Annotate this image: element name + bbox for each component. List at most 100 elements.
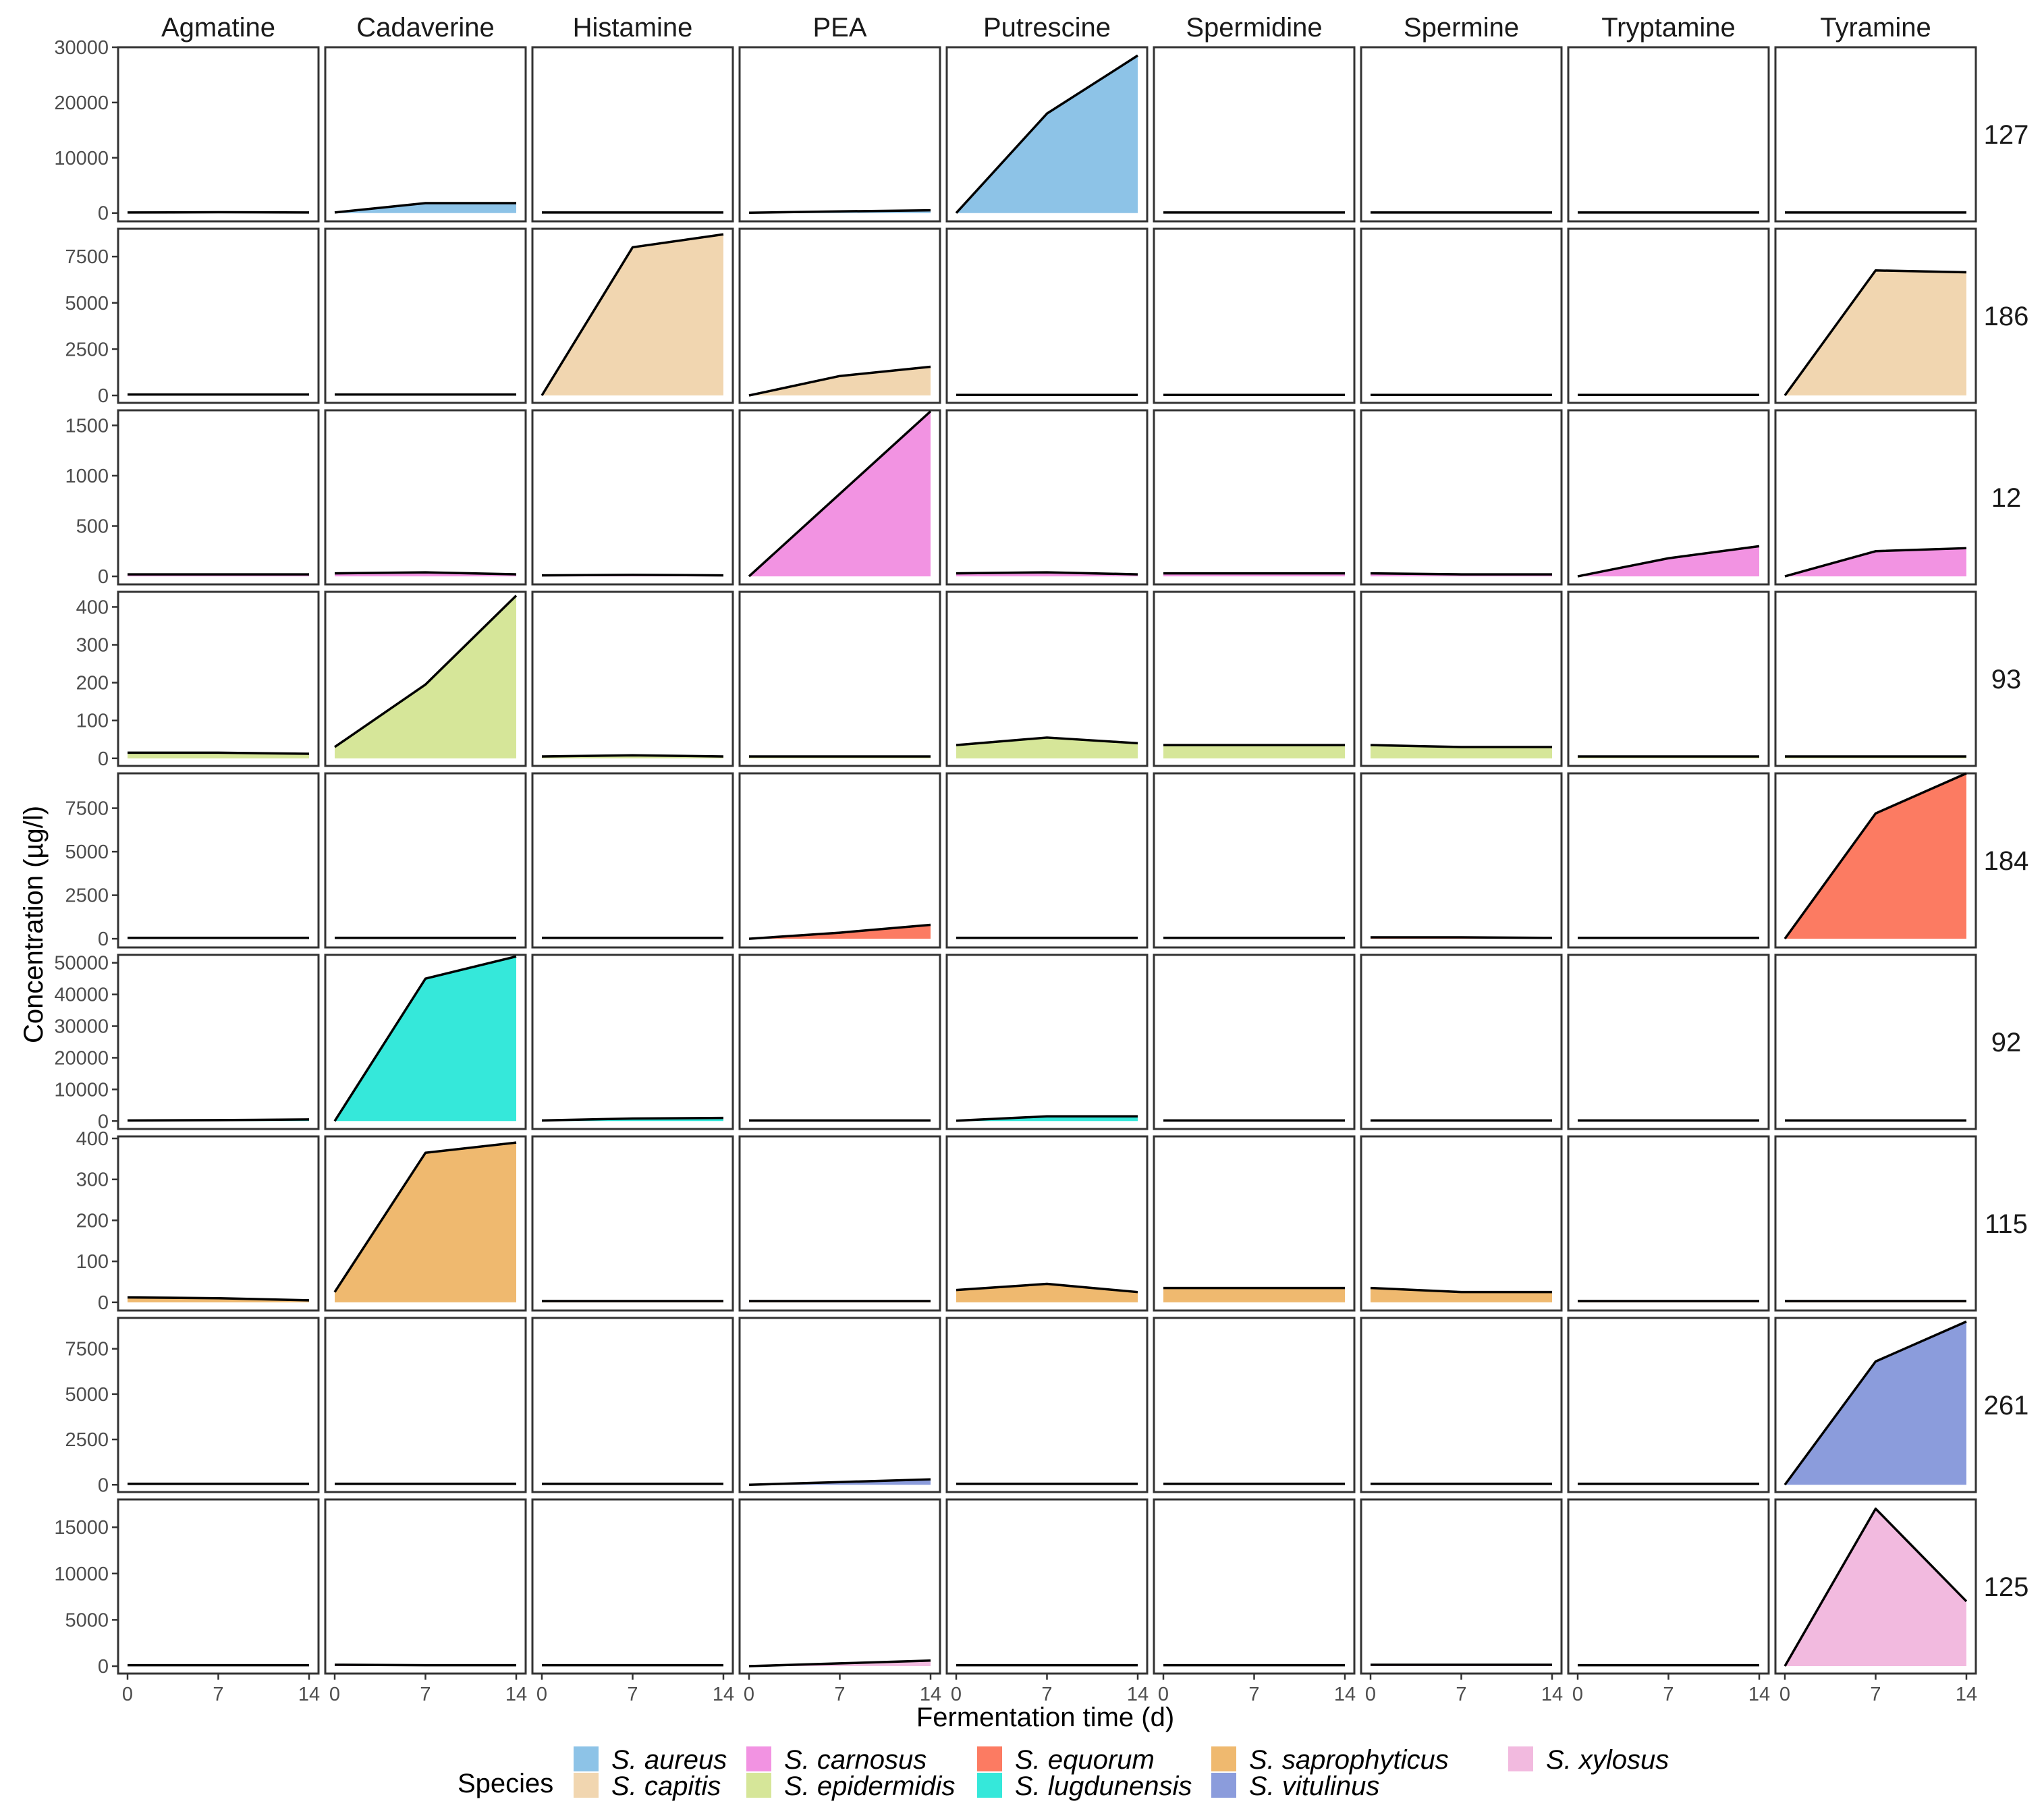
area-sequorum	[749, 925, 931, 939]
panel-background	[945, 409, 1149, 586]
legend-swatch-saureus	[574, 1746, 599, 1771]
series-line	[748, 410, 932, 578]
y-tick-label: 7500	[65, 1339, 109, 1360]
series-line	[1784, 1320, 1967, 1486]
panel-125-cadaverine	[324, 1498, 527, 1675]
panel-background	[1774, 590, 1977, 767]
x-tick-label: 7	[213, 1684, 223, 1705]
panel-125-spermine	[1360, 1498, 1563, 1675]
x-tick-label: 14	[1748, 1684, 1770, 1705]
panel-92-putrescine	[945, 954, 1149, 1130]
panel-background	[1360, 590, 1563, 767]
y-axes: 0100002000030000025005000750005001000150…	[54, 37, 118, 1678]
panel-background	[531, 772, 734, 949]
y-tick-label: 0	[98, 1656, 109, 1678]
series-line	[1577, 545, 1760, 578]
x-tick-label: 7	[420, 1684, 431, 1705]
x-tick-label: 14	[713, 1684, 734, 1705]
panel-186-histamine	[531, 227, 734, 404]
y-axis-title: Concentration (µg/l)	[19, 806, 49, 1043]
x-tick-label: 0	[1158, 1684, 1169, 1705]
panel-background	[1153, 1498, 1356, 1675]
y-tick-label: 0	[98, 1292, 109, 1314]
area-slugdunensis	[335, 956, 516, 1122]
y-tick-label: 20000	[54, 92, 109, 114]
legend-label-saureus: S. aureus	[611, 1745, 727, 1775]
panel-background	[738, 1317, 941, 1493]
row-label-184: 184	[1984, 846, 2029, 876]
panel-background	[531, 1317, 734, 1493]
area-scarnosus	[1578, 546, 1759, 577]
panel-127-pea	[738, 46, 941, 223]
panel-background	[1153, 409, 1356, 586]
y-tick-label: 5000	[65, 293, 109, 314]
area-saureus	[335, 202, 516, 213]
panel-background	[531, 954, 734, 1130]
x-tick-label: 0	[122, 1684, 133, 1705]
panel-93-histamine	[531, 590, 734, 767]
x-tick-label: 0	[1572, 1684, 1583, 1705]
panel-background	[324, 1317, 527, 1493]
panel-12-tryptamine	[1567, 409, 1770, 586]
panel-background	[1153, 590, 1356, 767]
panel-background	[117, 409, 320, 586]
panel-125-histamine	[531, 1498, 734, 1675]
panel-background	[1567, 227, 1770, 404]
legend-swatch-svitulinus	[1211, 1773, 1236, 1798]
panel-184-histamine	[531, 772, 734, 949]
panel-background	[117, 954, 320, 1130]
panel-background	[324, 46, 527, 223]
panel-background	[738, 1498, 941, 1675]
y-tick-label: 2500	[65, 339, 109, 360]
panel-261-spermidine	[1153, 1317, 1356, 1493]
y-tick-label: 0	[98, 566, 109, 588]
legend-swatch-sepidermidis	[746, 1773, 771, 1798]
panel-127-cadaverine	[324, 46, 527, 223]
y-tick-label: 0	[98, 748, 109, 770]
x-tick-label: 14	[1956, 1684, 1977, 1705]
panel-background	[1567, 772, 1770, 949]
panel-115-spermine	[1360, 1135, 1563, 1312]
panel-background	[117, 1135, 320, 1312]
panel-261-putrescine	[945, 1317, 1149, 1493]
panel-12-cadaverine	[324, 409, 527, 586]
panel-125-tyramine	[1774, 1498, 1977, 1675]
panel-12-tyramine	[1774, 409, 1977, 586]
panel-background	[531, 409, 734, 586]
panel-127-histamine	[531, 46, 734, 223]
panel-186-tryptamine	[1567, 227, 1770, 404]
x-tick-label: 7	[1663, 1684, 1674, 1705]
panel-grid	[117, 46, 1977, 1675]
legend-label-ssaprophyticus: S. saprophyticus	[1249, 1745, 1449, 1775]
panel-background	[1774, 46, 1977, 223]
y-tick-label: 50000	[54, 953, 109, 974]
panel-115-putrescine	[945, 1135, 1149, 1312]
panel-background	[738, 772, 941, 949]
row-label-12: 12	[1991, 483, 2022, 513]
panel-background	[324, 1498, 527, 1675]
area-sequorum	[1785, 773, 1966, 939]
panel-background	[945, 1135, 1149, 1312]
area-sxylosus	[1785, 1508, 1966, 1667]
panel-93-spermidine	[1153, 590, 1356, 767]
panel-261-pea	[738, 1317, 941, 1493]
area-ssaprophyticus	[1163, 1288, 1345, 1302]
series-line	[955, 54, 1138, 214]
area-sepidermidis	[335, 595, 516, 759]
series-line	[1784, 1507, 1968, 1667]
y-tick-label: 0	[98, 929, 109, 950]
panel-184-tryptamine	[1567, 772, 1770, 949]
panel-92-pea	[738, 954, 941, 1130]
legend-label-sepidermidis: S. epidermidis	[784, 1771, 955, 1801]
panel-background	[1360, 1135, 1563, 1312]
panel-125-tryptamine	[1567, 1498, 1770, 1675]
series-line	[1784, 269, 1967, 397]
panel-12-putrescine	[945, 409, 1149, 586]
series-line	[748, 209, 931, 215]
y-tick-label: 0	[98, 1474, 109, 1496]
panel-12-spermine	[1360, 409, 1563, 586]
series-line	[127, 1296, 310, 1302]
x-tick-label: 0	[1365, 1684, 1376, 1705]
panel-background	[945, 954, 1149, 1130]
x-tick-label: 7	[1248, 1684, 1259, 1705]
